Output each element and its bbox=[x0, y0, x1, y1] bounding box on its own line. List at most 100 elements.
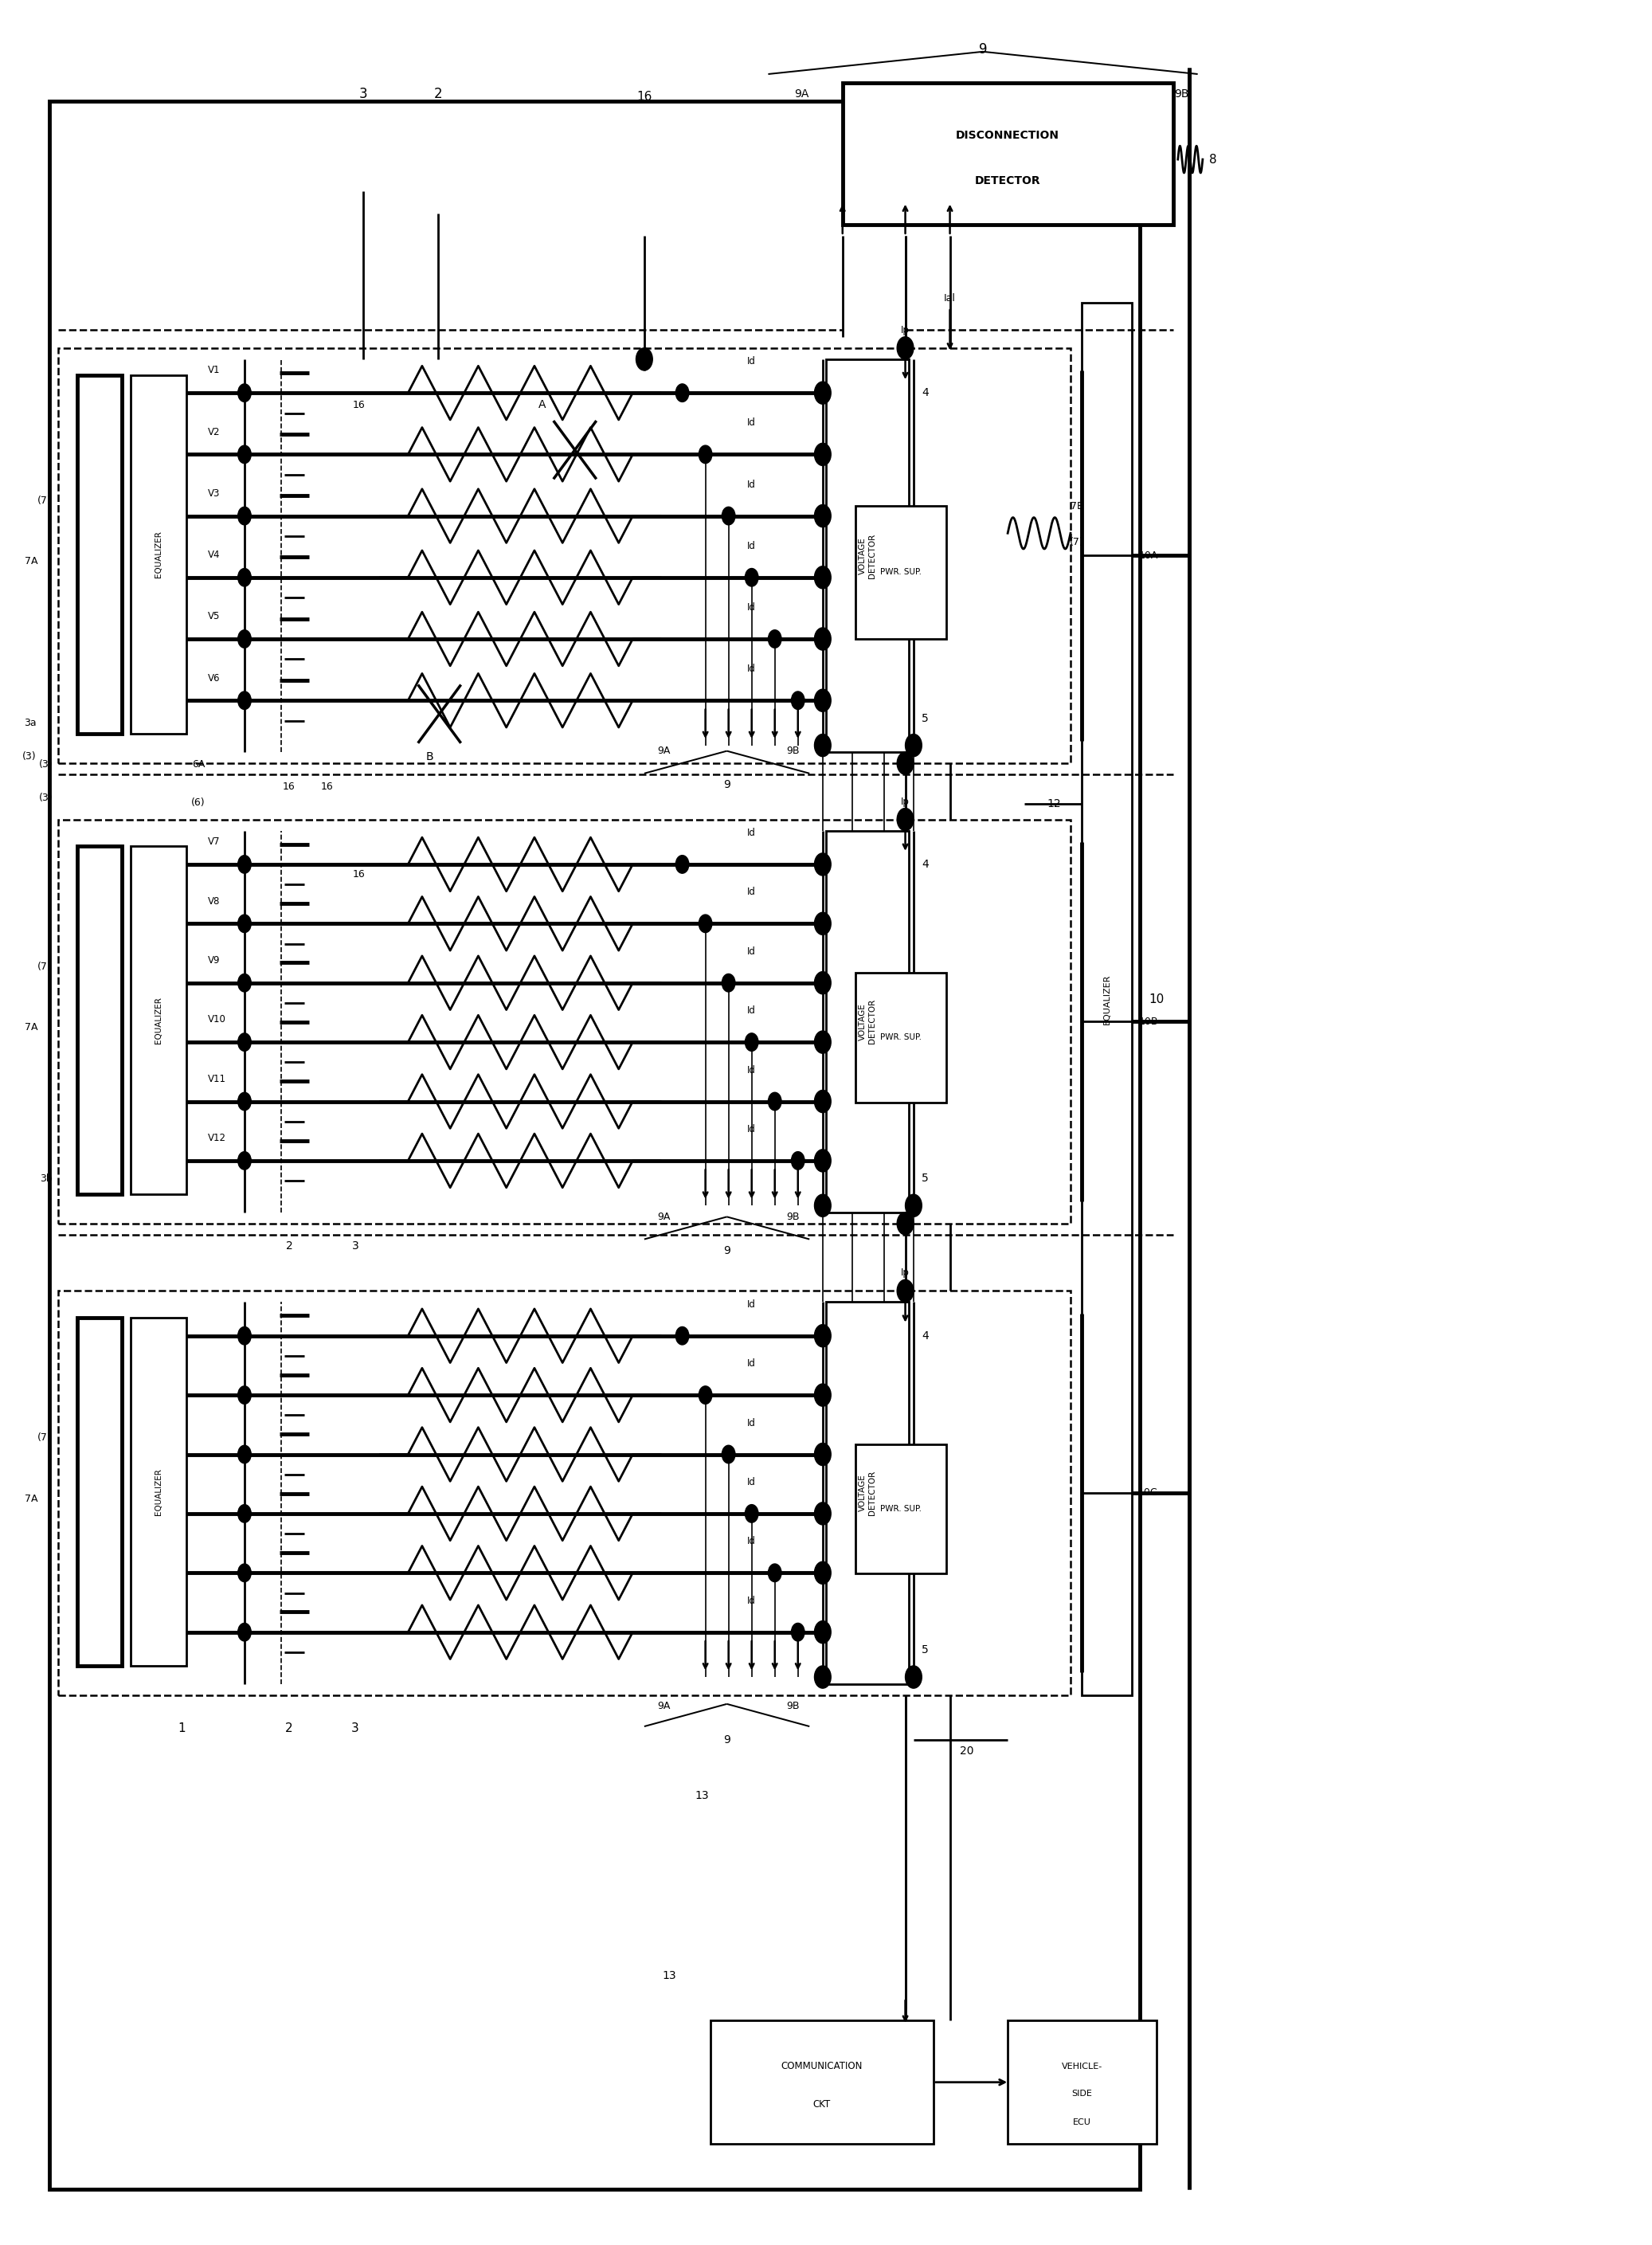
Text: (3): (3) bbox=[23, 752, 36, 761]
Text: Id: Id bbox=[747, 1417, 757, 1428]
Text: B: B bbox=[426, 752, 433, 761]
Text: Id: Id bbox=[747, 945, 757, 956]
Circle shape bbox=[814, 382, 831, 404]
Text: Id: Id bbox=[747, 602, 757, 613]
Circle shape bbox=[238, 1152, 251, 1170]
Bar bbox=[856, 972, 947, 1102]
Text: 10: 10 bbox=[1148, 992, 1165, 1006]
Circle shape bbox=[238, 384, 251, 402]
Text: 4: 4 bbox=[922, 1331, 928, 1340]
Text: DETECTOR: DETECTOR bbox=[975, 175, 1041, 186]
Text: Id: Id bbox=[747, 1125, 757, 1134]
Circle shape bbox=[814, 442, 831, 465]
Text: EQUALIZER: EQUALIZER bbox=[155, 997, 162, 1044]
Circle shape bbox=[905, 734, 922, 757]
Bar bbox=[131, 1318, 187, 1666]
Bar bbox=[58, 348, 1070, 763]
Circle shape bbox=[814, 629, 831, 651]
Text: VOLTAGE
DETECTOR: VOLTAGE DETECTOR bbox=[859, 534, 876, 577]
Text: Ip: Ip bbox=[900, 326, 910, 335]
Text: 9: 9 bbox=[978, 43, 988, 56]
Text: 7A: 7A bbox=[25, 1493, 38, 1504]
Circle shape bbox=[238, 1565, 251, 1583]
Text: 6A: 6A bbox=[192, 759, 205, 770]
Text: 8: 8 bbox=[1209, 153, 1216, 166]
Text: (7): (7) bbox=[38, 961, 51, 972]
Text: (7): (7) bbox=[38, 1432, 51, 1444]
Text: 9: 9 bbox=[724, 779, 730, 790]
Bar bbox=[1082, 303, 1132, 1695]
Text: 16: 16 bbox=[320, 781, 334, 792]
Circle shape bbox=[238, 1327, 251, 1345]
Circle shape bbox=[814, 1621, 831, 1643]
Text: A: A bbox=[539, 400, 545, 411]
Text: PWR. SUP.: PWR. SUP. bbox=[881, 1033, 922, 1042]
Circle shape bbox=[676, 1327, 689, 1345]
Circle shape bbox=[676, 855, 689, 873]
Circle shape bbox=[745, 1033, 758, 1051]
Text: V7: V7 bbox=[208, 837, 220, 846]
Bar bbox=[1008, 2021, 1156, 2144]
Text: 9B: 9B bbox=[786, 745, 800, 757]
Text: Id: Id bbox=[747, 1300, 757, 1309]
Text: 9A: 9A bbox=[795, 90, 808, 99]
Text: 7B: 7B bbox=[1070, 501, 1084, 512]
Text: 20: 20 bbox=[960, 1747, 973, 1756]
Text: 5: 5 bbox=[922, 1646, 928, 1655]
Text: V9: V9 bbox=[208, 954, 220, 965]
Circle shape bbox=[905, 1666, 922, 1688]
Text: Id: Id bbox=[747, 665, 757, 674]
Circle shape bbox=[814, 1383, 831, 1405]
Circle shape bbox=[814, 911, 831, 934]
Text: Id: Id bbox=[747, 1536, 757, 1547]
Circle shape bbox=[768, 1565, 781, 1583]
Text: EQUALIZER: EQUALIZER bbox=[155, 532, 162, 577]
Text: Id: Id bbox=[747, 1358, 757, 1369]
Text: V2: V2 bbox=[208, 427, 220, 438]
Circle shape bbox=[814, 1563, 831, 1585]
Text: 9: 9 bbox=[724, 1735, 730, 1744]
Circle shape bbox=[238, 1033, 251, 1051]
Circle shape bbox=[238, 445, 251, 462]
Text: Id: Id bbox=[747, 1596, 757, 1605]
Text: V10: V10 bbox=[208, 1015, 226, 1026]
Text: 4: 4 bbox=[922, 388, 928, 397]
Circle shape bbox=[745, 1504, 758, 1522]
Text: 9B: 9B bbox=[1175, 90, 1188, 99]
Text: PWR. SUP.: PWR. SUP. bbox=[881, 1504, 922, 1513]
Text: 3: 3 bbox=[352, 1241, 358, 1250]
Text: 9B: 9B bbox=[786, 1702, 800, 1711]
Bar bbox=[826, 359, 909, 752]
Circle shape bbox=[238, 914, 251, 932]
Circle shape bbox=[238, 974, 251, 992]
Bar bbox=[78, 1318, 122, 1666]
Circle shape bbox=[814, 566, 831, 588]
Circle shape bbox=[814, 1194, 831, 1217]
Bar bbox=[78, 846, 122, 1194]
Text: VOLTAGE
DETECTOR: VOLTAGE DETECTOR bbox=[859, 1470, 876, 1515]
Text: 12: 12 bbox=[1047, 799, 1061, 808]
Circle shape bbox=[814, 1149, 831, 1172]
Circle shape bbox=[699, 445, 712, 462]
Circle shape bbox=[699, 914, 712, 932]
Circle shape bbox=[238, 855, 251, 873]
Circle shape bbox=[722, 1446, 735, 1464]
Text: 16: 16 bbox=[282, 781, 296, 792]
Text: V3: V3 bbox=[208, 487, 220, 498]
Text: Id: Id bbox=[747, 828, 757, 837]
Circle shape bbox=[722, 507, 735, 525]
Text: V11: V11 bbox=[208, 1073, 226, 1084]
Text: V4: V4 bbox=[208, 550, 220, 561]
Text: Id: Id bbox=[747, 1064, 757, 1075]
Circle shape bbox=[238, 631, 251, 649]
Text: 9A: 9A bbox=[657, 1702, 671, 1711]
Bar bbox=[710, 2021, 933, 2144]
Circle shape bbox=[238, 568, 251, 586]
Text: (7): (7) bbox=[38, 496, 51, 505]
Text: 10C: 10C bbox=[1138, 1488, 1158, 1497]
Text: PWR. SUP.: PWR. SUP. bbox=[881, 568, 922, 577]
Bar bbox=[58, 1291, 1070, 1695]
Circle shape bbox=[745, 568, 758, 586]
Text: 9A: 9A bbox=[657, 745, 671, 757]
Text: V6: V6 bbox=[208, 674, 220, 682]
